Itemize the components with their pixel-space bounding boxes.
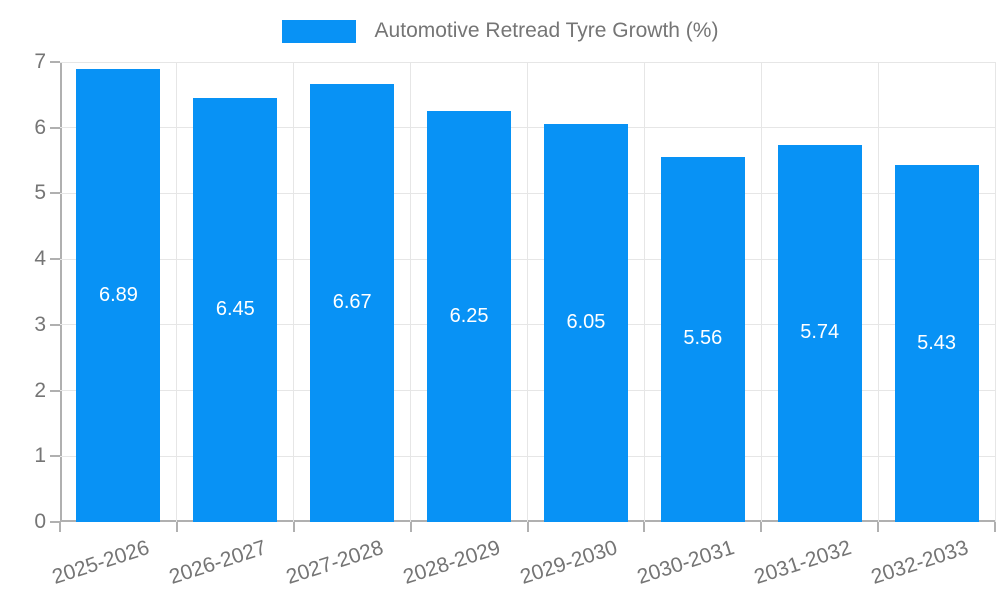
y-tick-label: 7 <box>34 50 46 73</box>
x-axis-tick <box>526 522 529 532</box>
y-axis-tick <box>50 126 60 129</box>
y-axis-tick <box>50 323 60 326</box>
x-axis-tick <box>760 522 763 532</box>
bar: 6.05 <box>543 124 628 522</box>
x-gridline <box>994 62 996 522</box>
bar-value-label: 6.89 <box>98 283 138 306</box>
y-axis-tick <box>50 61 60 63</box>
bar: 6.89 <box>76 69 161 522</box>
bar-value-label: 6.25 <box>449 304 489 327</box>
y-axis-tick <box>50 521 60 523</box>
bar: 5.56 <box>660 156 745 522</box>
x-gridline <box>760 62 762 522</box>
y-tick-label: 4 <box>34 247 46 271</box>
bar-value-label: 5.74 <box>800 321 840 344</box>
bar: 5.43 <box>894 165 979 522</box>
y-axis-tick <box>50 192 60 195</box>
bar: 6.67 <box>310 83 395 522</box>
bar-value-label: 6.05 <box>566 311 606 334</box>
y-axis-tick <box>50 455 60 458</box>
x-axis-tick <box>59 522 61 532</box>
x-gridline <box>410 62 412 522</box>
x-axis-tick <box>994 522 996 532</box>
x-gridline <box>527 62 528 522</box>
legend-label: Automotive Retread Tyre Growth (%) <box>374 19 719 42</box>
bar-value-label: 6.45 <box>215 298 255 321</box>
y-tick-label: 1 <box>34 444 46 468</box>
x-axis-tick <box>409 522 412 532</box>
x-axis-tick <box>175 522 178 532</box>
y-tick-label: 0 <box>34 510 46 533</box>
y-axis-tick <box>50 258 60 261</box>
legend-swatch <box>281 19 356 43</box>
x-gridline <box>176 62 178 522</box>
y-tick-label: 6 <box>34 115 46 139</box>
y-tick-label: 3 <box>34 312 46 336</box>
legend: Automotive Retread Tyre Growth (%) <box>0 19 1000 43</box>
x-gridline <box>643 62 645 522</box>
y-tick-label: 2 <box>34 378 46 402</box>
y-tick-label: 5 <box>34 181 46 205</box>
bar-value-label: 5.43 <box>917 331 957 354</box>
x-axis-tick <box>643 522 646 532</box>
bar: 5.74 <box>777 144 862 522</box>
bar: 6.45 <box>193 98 278 522</box>
x-axis-tick <box>292 522 295 532</box>
x-gridline <box>293 62 295 522</box>
x-gridline <box>877 62 879 522</box>
bar: 6.25 <box>427 111 512 522</box>
y-axis-tick <box>50 389 60 392</box>
x-axis-tick <box>877 522 880 532</box>
bar-value-label: 5.56 <box>683 327 723 350</box>
bar-value-label: 6.67 <box>332 290 372 313</box>
